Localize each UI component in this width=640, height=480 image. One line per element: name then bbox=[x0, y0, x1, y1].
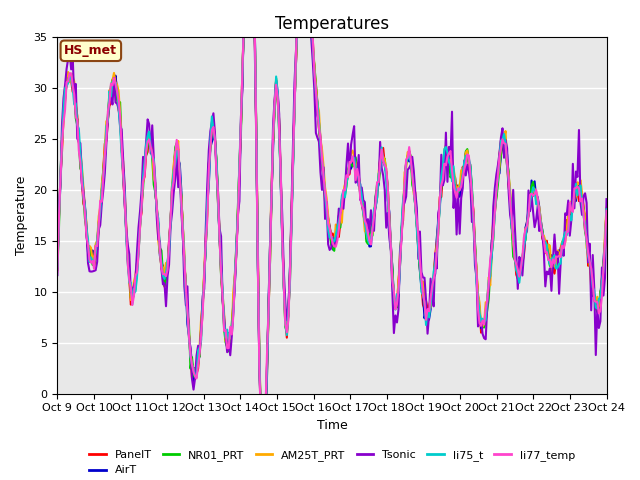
X-axis label: Time: Time bbox=[317, 419, 348, 432]
li77_temp bbox=[236, 168, 243, 174]
li77_temp bbox=[54, 268, 61, 274]
li75_t bbox=[260, 441, 268, 446]
Line: Tsonic: Tsonic bbox=[58, 0, 607, 440]
NR01_PRT bbox=[575, 183, 583, 189]
AirT bbox=[217, 263, 225, 269]
li75_t bbox=[236, 159, 243, 165]
PanelT bbox=[603, 206, 611, 212]
Tsonic bbox=[259, 437, 266, 443]
Tsonic bbox=[603, 196, 611, 202]
AM25T_PRT bbox=[217, 264, 225, 269]
AirT bbox=[54, 262, 61, 267]
NR01_PRT bbox=[217, 273, 225, 279]
AM25T_PRT bbox=[54, 257, 61, 263]
AirT bbox=[121, 201, 129, 206]
AirT bbox=[236, 176, 243, 181]
AM25T_PRT bbox=[236, 168, 243, 174]
PanelT bbox=[54, 260, 61, 265]
Line: AM25T_PRT: AM25T_PRT bbox=[58, 0, 607, 435]
Line: NR01_PRT: NR01_PRT bbox=[58, 0, 607, 443]
NR01_PRT bbox=[121, 194, 129, 200]
Line: PanelT: PanelT bbox=[58, 0, 607, 445]
PanelT bbox=[236, 161, 243, 167]
NR01_PRT bbox=[54, 267, 61, 273]
li75_t bbox=[575, 186, 583, 192]
Line: li75_t: li75_t bbox=[58, 0, 607, 444]
Tsonic bbox=[217, 233, 225, 239]
Tsonic bbox=[54, 272, 61, 278]
AirT bbox=[603, 207, 611, 213]
Tsonic bbox=[236, 198, 243, 204]
li77_temp bbox=[121, 200, 129, 206]
Line: li77_temp: li77_temp bbox=[58, 0, 607, 441]
AM25T_PRT bbox=[121, 187, 129, 193]
li75_t bbox=[603, 206, 611, 212]
AM25T_PRT bbox=[603, 205, 611, 211]
li77_temp bbox=[260, 438, 268, 444]
Line: AirT: AirT bbox=[58, 0, 607, 452]
Tsonic bbox=[575, 127, 583, 133]
li75_t bbox=[121, 194, 129, 200]
AM25T_PRT bbox=[260, 432, 268, 438]
Y-axis label: Temperature: Temperature bbox=[15, 176, 28, 255]
NR01_PRT bbox=[260, 440, 268, 445]
Title: Temperatures: Temperatures bbox=[275, 15, 389, 33]
PanelT bbox=[217, 271, 225, 277]
Tsonic bbox=[121, 183, 129, 189]
AirT bbox=[259, 449, 266, 455]
AM25T_PRT bbox=[575, 181, 583, 187]
NR01_PRT bbox=[236, 163, 243, 169]
li75_t bbox=[217, 266, 225, 272]
li75_t bbox=[54, 264, 61, 269]
PanelT bbox=[575, 198, 583, 204]
Text: HS_met: HS_met bbox=[65, 44, 117, 57]
PanelT bbox=[121, 200, 129, 205]
li77_temp bbox=[217, 269, 225, 275]
Legend: PanelT, AirT, NR01_PRT, AM25T_PRT, Tsonic, li75_t, li77_temp: PanelT, AirT, NR01_PRT, AM25T_PRT, Tsoni… bbox=[84, 445, 579, 480]
AirT bbox=[575, 184, 583, 190]
NR01_PRT bbox=[603, 210, 611, 216]
PanelT bbox=[260, 442, 268, 448]
li77_temp bbox=[603, 208, 611, 214]
li77_temp bbox=[575, 186, 583, 192]
